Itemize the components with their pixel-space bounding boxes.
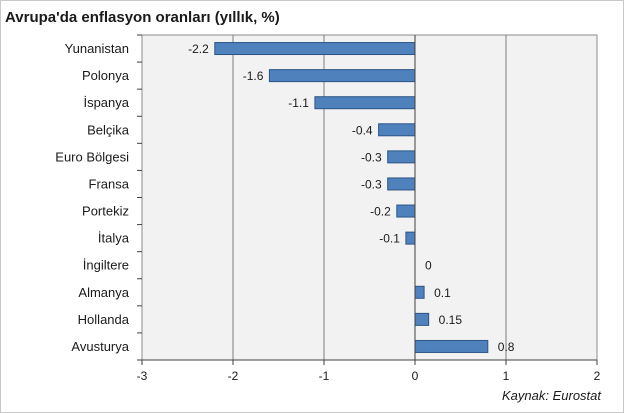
data-label: 0.8 <box>498 340 515 354</box>
bar <box>396 204 416 218</box>
bar <box>214 42 416 56</box>
bar <box>314 96 416 110</box>
x-tick-label: -1 <box>319 369 330 383</box>
x-tick-label: -3 <box>137 369 148 383</box>
bar <box>414 285 425 299</box>
bar <box>405 231 416 245</box>
data-label: -2.2 <box>188 42 209 56</box>
source-note: Kaynak: Eurostat <box>502 388 601 403</box>
bar <box>378 123 416 137</box>
category-label: Portekiz <box>82 204 129 219</box>
category-label: Euro Bölgesi <box>55 149 129 164</box>
bar <box>387 150 416 164</box>
data-label: -0.3 <box>361 150 382 164</box>
data-label: -0.1 <box>379 232 400 246</box>
plot-area <box>141 34 598 361</box>
category-label: Belçika <box>87 122 130 137</box>
x-tick-label: 2 <box>594 369 601 383</box>
data-label: -0.2 <box>370 205 391 219</box>
category-label: İtalya <box>98 231 130 246</box>
category-label: Yunanistan <box>65 41 129 56</box>
bar <box>414 312 430 326</box>
bar <box>414 339 489 353</box>
chart-title: Avrupa'da enflasyon oranları (yıllık, %) <box>5 9 280 26</box>
category-label: Polonya <box>82 68 130 83</box>
x-tick-label: 0 <box>412 369 419 383</box>
data-label: -1.6 <box>243 69 264 83</box>
bar <box>268 69 416 83</box>
category-label: Avusturya <box>71 339 129 354</box>
category-label: Fransa <box>89 176 130 191</box>
data-label: -1.1 <box>288 96 309 110</box>
x-tick-label: 1 <box>503 369 510 383</box>
category-label: İngiltere <box>83 258 129 273</box>
data-label: -0.4 <box>352 123 373 137</box>
data-label: 0.1 <box>434 286 451 300</box>
category-label: Almanya <box>78 285 129 300</box>
data-label: -0.3 <box>361 177 382 191</box>
bar <box>387 177 416 191</box>
category-label: Hollanda <box>78 312 130 327</box>
data-label: 0 <box>425 259 432 273</box>
category-label: İspanya <box>83 95 129 110</box>
x-tick-label: -2 <box>228 369 239 383</box>
data-label: 0.15 <box>439 313 463 327</box>
